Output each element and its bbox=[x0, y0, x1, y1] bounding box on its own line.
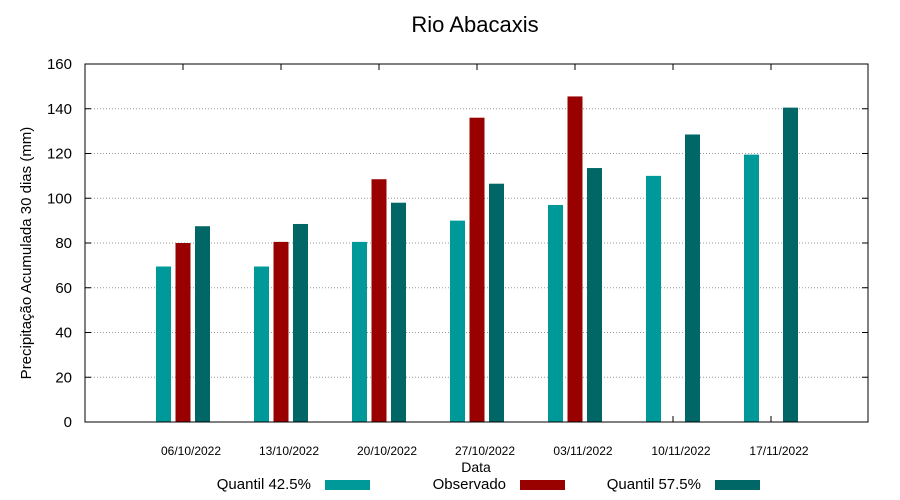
bar bbox=[685, 134, 700, 422]
plot-area bbox=[84, 63, 869, 423]
bars bbox=[156, 96, 798, 422]
bar bbox=[587, 168, 602, 422]
bar bbox=[450, 220, 465, 422]
x-tick-label: 13/10/2022 bbox=[259, 444, 319, 458]
y-tick-label: 80 bbox=[55, 235, 72, 252]
bar bbox=[273, 241, 289, 422]
bar bbox=[254, 266, 269, 422]
bar bbox=[646, 175, 661, 422]
chart-title: Rio Abacaxis bbox=[411, 12, 538, 37]
x-tick-label: 27/10/2022 bbox=[455, 444, 515, 458]
y-tick-label: 20 bbox=[55, 369, 72, 386]
y-tick-label: 160 bbox=[47, 56, 72, 73]
bar bbox=[156, 266, 171, 422]
legend-label: Quantil 57.5% bbox=[607, 476, 701, 493]
bar bbox=[371, 179, 387, 422]
x-tick-label: 17/11/2022 bbox=[749, 444, 808, 458]
bar bbox=[391, 202, 406, 422]
y-tick-label: 0 bbox=[64, 414, 72, 431]
y-tick-label: 140 bbox=[47, 101, 72, 118]
y-tick-label: 100 bbox=[47, 190, 72, 207]
bar bbox=[744, 154, 759, 422]
x-tick-label: 20/10/2022 bbox=[357, 444, 417, 458]
y-axis-ticks: 0 20 40 60 80 100 120 140 160 bbox=[47, 56, 868, 431]
x-tick-label: 03/11/2022 bbox=[553, 444, 612, 458]
legend-label: Observado bbox=[433, 476, 506, 493]
y-tick-label: 120 bbox=[47, 146, 72, 163]
x-tick-label: 10/11/2022 bbox=[651, 444, 710, 458]
bar bbox=[567, 96, 583, 422]
bar bbox=[469, 117, 485, 422]
y-axis-label: Precipitação Acumulada 30 dias (mm) bbox=[18, 127, 35, 380]
legend: Quantil 42.5% Observado Quantil 57.5% bbox=[217, 476, 760, 493]
x-tick-label: 06/10/2022 bbox=[161, 444, 221, 458]
y-tick-label: 60 bbox=[55, 280, 72, 297]
legend-label: Quantil 42.5% bbox=[217, 476, 311, 493]
bar bbox=[548, 204, 563, 422]
legend-swatch bbox=[520, 480, 565, 490]
y-tick-label: 40 bbox=[55, 325, 72, 342]
bar bbox=[783, 107, 798, 422]
bar bbox=[489, 183, 504, 422]
bar bbox=[195, 226, 210, 422]
bar bbox=[175, 243, 191, 422]
legend-swatch bbox=[325, 480, 370, 490]
bar bbox=[352, 241, 367, 422]
bar bbox=[293, 223, 308, 422]
legend-swatch bbox=[715, 480, 760, 490]
x-axis-label: Data bbox=[461, 459, 491, 475]
x-axis-ticks: 06/10/2022 13/10/2022 20/10/2022 27/10/2022… bbox=[161, 64, 809, 458]
